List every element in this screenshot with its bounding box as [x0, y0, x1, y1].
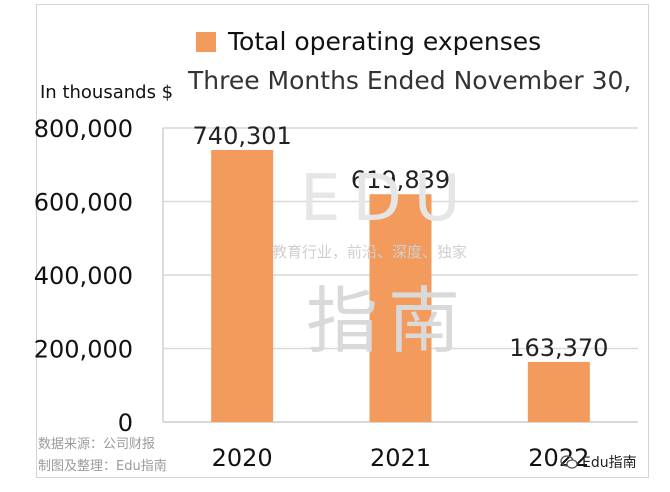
unit-label: In thousands $	[40, 82, 174, 103]
bar	[211, 149, 274, 422]
watermark-tagline: 教育行业，前沿、深度、独家	[272, 243, 468, 261]
legend: Total operating expenses	[196, 27, 541, 56]
source-note: 数据来源：公司财报	[38, 437, 156, 452]
y-tick-label: 200,000	[34, 336, 133, 364]
y-tick-label: 600,000	[34, 189, 133, 217]
watermark-letters: EDU	[300, 162, 473, 236]
x-tick-label: 2022	[528, 444, 589, 472]
data-label: 619,839	[351, 166, 450, 194]
y-tick-label: 800,000	[34, 115, 133, 143]
maker-note: 制图及整理：Edu指南	[38, 459, 167, 474]
watermark-chars: 指南	[306, 279, 471, 363]
chart-subtitle: Three Months Ended November 30,	[188, 66, 632, 95]
bar	[369, 194, 432, 422]
data-label: 163,370	[509, 334, 608, 362]
bar	[527, 361, 590, 422]
y-tick-label: 400,000	[34, 262, 133, 290]
brand-label: Edu指南	[582, 455, 637, 471]
legend-label: Total operating expenses	[228, 27, 542, 56]
x-tick-label: 2021	[370, 444, 431, 472]
legend-swatch	[196, 31, 216, 52]
wechat-icon	[560, 455, 578, 469]
y-tick-label: 0	[118, 409, 133, 437]
brand: Edu指南	[560, 452, 637, 472]
data-label: 740,301	[193, 122, 292, 150]
x-tick-label: 2020	[212, 444, 273, 472]
